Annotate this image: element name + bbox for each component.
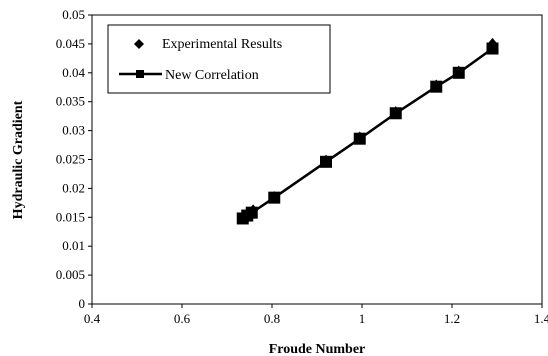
y-tick-label-8: 0.04 [62, 65, 85, 80]
x-axis-ticks: 0.4 0.6 0.8 1 1.2 1.4 [84, 304, 548, 326]
x-tick-label-0: 0.4 [84, 311, 101, 326]
experimental-point-4 [321, 154, 331, 167]
legend-marker-new-correlation [136, 70, 144, 78]
experimental-point-6 [390, 106, 401, 119]
x-tick-label-1: 0.6 [174, 311, 191, 326]
x-tick-label-2: 0.8 [264, 311, 280, 326]
y-tick-label-9: 0.045 [56, 36, 85, 51]
legend-label-new-correlation: New Correlation [165, 68, 259, 83]
y-tick-label-10: 0.05 [62, 7, 85, 22]
experimental-point-7 [431, 79, 442, 92]
y-tick-label-0: 0 [79, 296, 86, 311]
legend-box [107, 24, 331, 94]
x-tick-label-3: 1 [359, 311, 366, 326]
y-axis-ticks: 0 0.005 0.01 0.015 0.02 0.025 0.03 0.035 0.04 0.0… [56, 7, 92, 311]
y-tick-label-1: 0.005 [56, 267, 85, 282]
legend-marker-experimental [134, 39, 144, 49]
experimental-point-9 [487, 37, 498, 50]
x-tick-label-5: 1.4 [534, 311, 548, 326]
y-tick-label-6: 0.03 [62, 123, 85, 138]
y-tick-label-3: 0.015 [56, 209, 85, 224]
series-layer [236, 37, 499, 225]
y-tick-label-5: 0.025 [56, 152, 85, 167]
experimental-point-3 [269, 191, 280, 204]
y-tick-label-2: 0.01 [62, 238, 85, 253]
y-tick-label-7: 0.035 [56, 94, 85, 109]
experimental-point-5 [354, 131, 365, 144]
y-tick-label-4: 0.02 [62, 180, 85, 195]
legend-label-experimental: Experimental Results [162, 37, 282, 52]
experimental-point-2 [248, 204, 259, 217]
legend: Experimental Results New Correlation [107, 24, 331, 94]
x-axis-title: Froude Number [269, 342, 366, 356]
y-axis-title: Hydraulic Gradient [11, 100, 26, 219]
x-tick-label-4: 1.2 [444, 311, 460, 326]
experimental-point-8 [453, 65, 464, 78]
